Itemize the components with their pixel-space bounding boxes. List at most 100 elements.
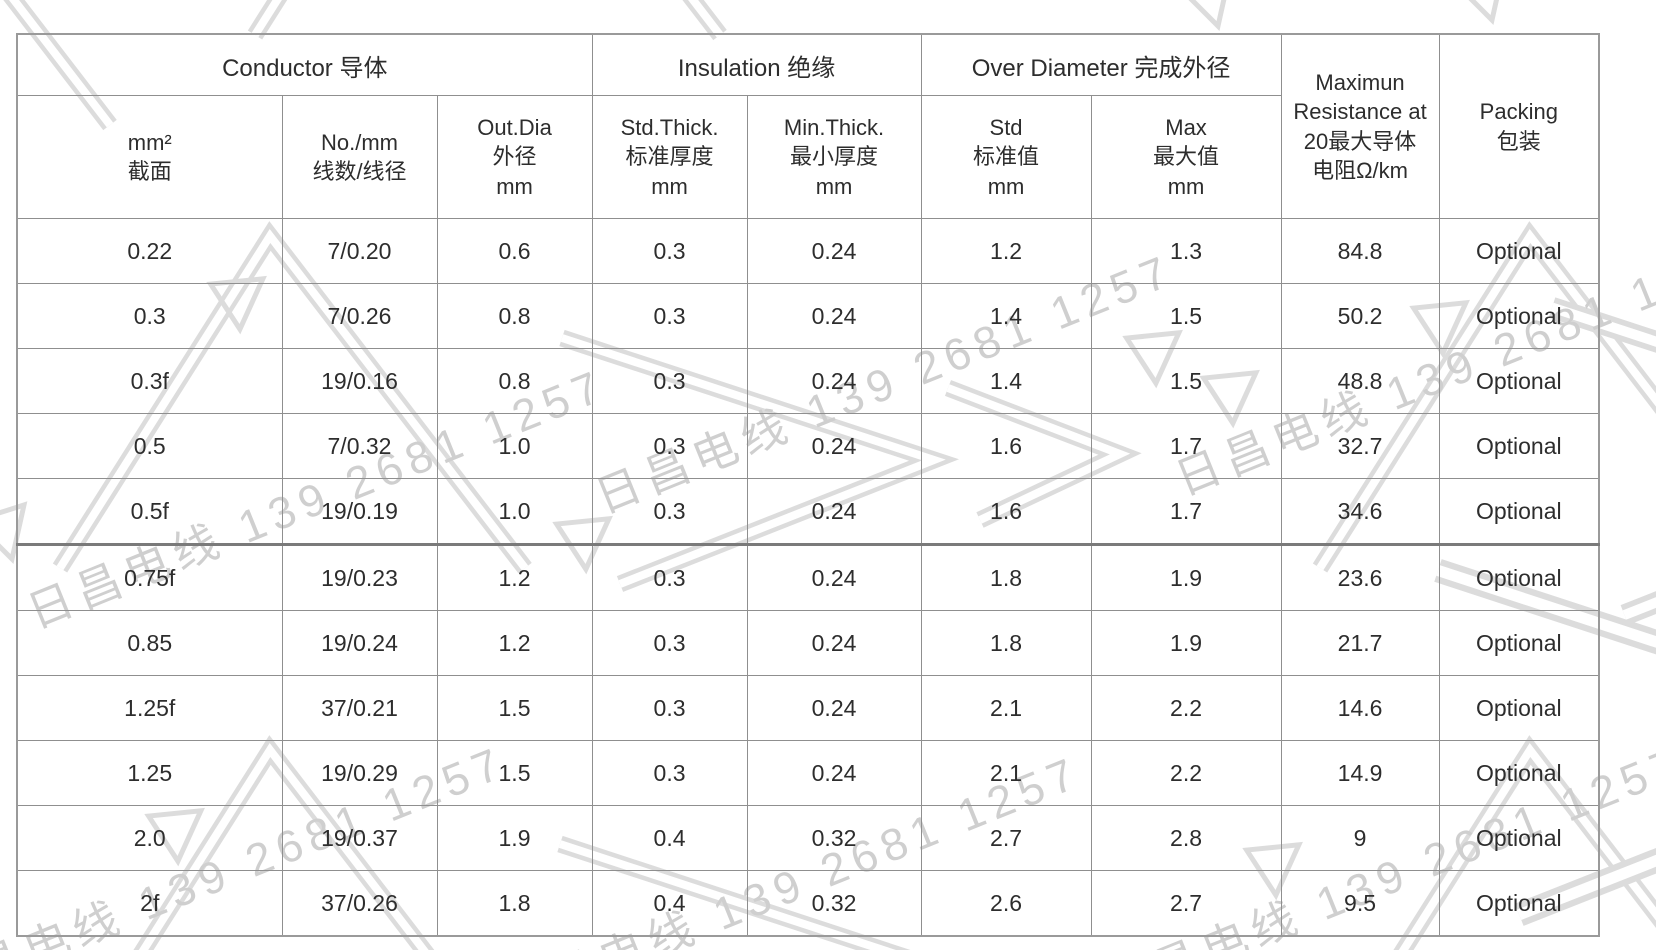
cell: 0.3 [591,740,748,806]
cell: 2f [16,870,283,937]
cell: 1.5 [1090,283,1282,349]
cell: 1.5 [1090,348,1282,414]
cell: 34.6 [1280,478,1440,546]
col-header-std: Std 标准值 mm [920,95,1092,219]
cell: 0.4 [591,870,748,937]
cell: 0.3 [591,348,748,414]
col-header-std-thick: Std.Thick. 标准厚度 mm [591,95,748,219]
cell: 0.24 [746,610,922,676]
cell: 0.3f [16,348,283,414]
cell: 1.0 [436,478,593,546]
cell: 19/0.19 [281,478,438,546]
cell: 7/0.32 [281,413,438,479]
table-row: 2f 37/0.26 1.8 0.4 0.32 2.6 2.7 9.5 Optional [16,870,1600,937]
col-header-no-mm: No./mm 线数/线径 [281,95,438,219]
cell: 0.3 [591,218,748,284]
cell: 32.7 [1280,413,1440,479]
cell: 0.24 [746,740,922,806]
cell: 2.0 [16,805,283,871]
cell: 0.32 [746,870,922,937]
cell: 48.8 [1280,348,1440,414]
cell: 14.9 [1280,740,1440,806]
cell: 1.4 [920,348,1092,414]
cell: 23.6 [1280,544,1440,611]
cell: 1.2 [920,218,1092,284]
cell: 0.75f [16,544,283,611]
cell: 19/0.29 [281,740,438,806]
cell: 2.8 [1090,805,1282,871]
cell: 0.22 [16,218,283,284]
cell: 7/0.26 [281,283,438,349]
table-row: 1.25 19/0.29 1.5 0.3 0.24 2.1 2.2 14.9 Optional [16,740,1600,806]
cell: 0.3 [591,478,748,546]
cell: 1.6 [920,478,1092,546]
cell: 19/0.23 [281,544,438,611]
cell: 2.7 [1090,870,1282,937]
cell: 0.3 [591,283,748,349]
cell: 1.5 [436,740,593,806]
cell: 1.7 [1090,478,1282,546]
cell: 1.25 [16,740,283,806]
col-header-min-thick: Min.Thick. 最小厚度 mm [746,95,922,219]
cell: 2.1 [920,740,1092,806]
cell: 7/0.20 [281,218,438,284]
cell: 0.3 [591,675,748,741]
table-row: 1.25f 37/0.21 1.5 0.3 0.24 2.1 2.2 14.6 Optional [16,675,1600,741]
cell: 0.24 [746,413,922,479]
cell: 0.6 [436,218,593,284]
cell: 37/0.26 [281,870,438,937]
cell: 0.24 [746,218,922,284]
cell: Optional [1438,740,1600,806]
cell: Optional [1438,610,1600,676]
cell: 2.1 [920,675,1092,741]
group-header-over-diameter: Over Diameter 完成外径 [920,33,1282,96]
cell: 1.2 [436,610,593,676]
cell: 1.9 [436,805,593,871]
col-header-packing: Packing 包装 [1438,33,1600,219]
cell: 0.24 [746,544,922,611]
cell: Optional [1438,805,1600,871]
col-header-out-dia: Out.Dia 外径 mm [436,95,593,219]
cell: 1.8 [436,870,593,937]
cell: 21.7 [1280,610,1440,676]
cell: 9.5 [1280,870,1440,937]
cell: 0.24 [746,348,922,414]
cell: Optional [1438,478,1600,546]
table-row: 0.85 19/0.24 1.2 0.3 0.24 1.8 1.9 21.7 Optional [16,610,1600,676]
cell: Optional [1438,413,1600,479]
cell: 0.24 [746,478,922,546]
cell: 0.3 [591,610,748,676]
table-row: 0.3f 19/0.16 0.8 0.3 0.24 1.4 1.5 48.8 Optional [16,348,1600,414]
cell: 0.3 [591,544,748,611]
cell: 9 [1280,805,1440,871]
cell: 0.5f [16,478,283,546]
cell: 1.9 [1090,610,1282,676]
cable-spec-table: Conductor 导体 Insulation 绝缘 Over Diameter… [16,33,1601,937]
cell: Optional [1438,544,1600,611]
cell: 0.3 [591,413,748,479]
table-body: 0.22 7/0.20 0.6 0.3 0.24 1.2 1.3 84.8 Optional 0.… [16,218,1600,937]
table-row: 0.75f 19/0.23 1.2 0.3 0.24 1.8 1.9 23.6 Optional [16,544,1600,611]
cell: Optional [1438,675,1600,741]
cell: 0.85 [16,610,283,676]
group-header-insulation: Insulation 绝缘 [591,33,922,96]
cell: 1.2 [436,544,593,611]
table-row: 0.3 7/0.26 0.8 0.3 0.24 1.4 1.5 50.2 Optional [16,283,1600,349]
cell: 0.32 [746,805,922,871]
cell: 1.25f [16,675,283,741]
cell: 19/0.37 [281,805,438,871]
cell: 0.24 [746,675,922,741]
table-row: 0.22 7/0.20 0.6 0.3 0.24 1.2 1.3 84.8 Optional [16,218,1600,284]
cell: 1.9 [1090,544,1282,611]
cell: 1.8 [920,610,1092,676]
col-header-section-area: mm² 截面 [16,95,283,219]
cell: 1.0 [436,413,593,479]
col-header-max: Max 最大值 mm [1090,95,1282,219]
cell: 1.8 [920,544,1092,611]
group-header-conductor: Conductor 导体 [16,33,593,96]
cell: 2.2 [1090,740,1282,806]
cell: 1.6 [920,413,1092,479]
cell: 0.5 [16,413,283,479]
cell: 1.5 [436,675,593,741]
